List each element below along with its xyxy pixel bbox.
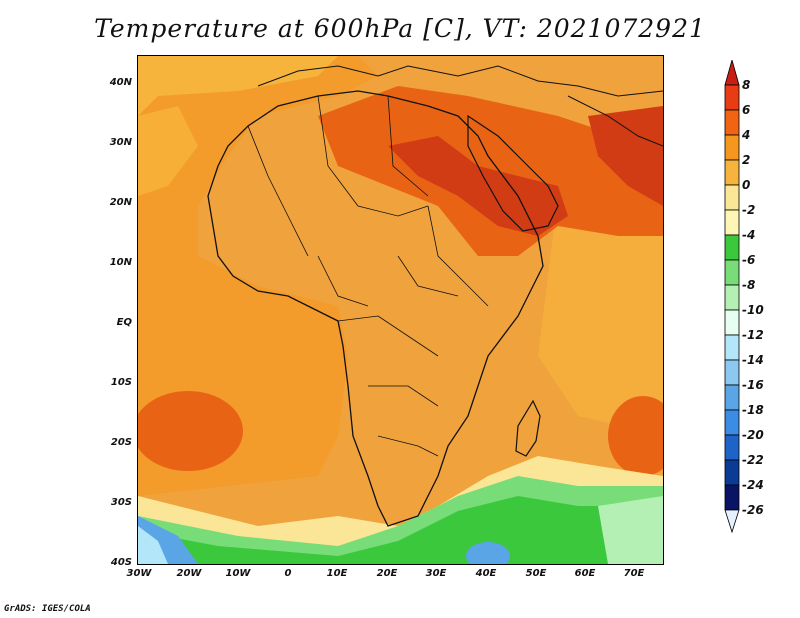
- x-tick-label: 20W: [176, 568, 202, 579]
- y-tick-label: 20N: [109, 197, 132, 208]
- madagascar-coastline: [515, 399, 541, 457]
- colorbar-swatch: [724, 409, 740, 436]
- temperature-map-svg: [138, 56, 663, 564]
- x-tick-label: 30W: [126, 568, 152, 579]
- colorbar-label: -20: [742, 428, 764, 442]
- colorbar-label: -18: [742, 403, 764, 417]
- country-borders: [247, 95, 489, 457]
- colorbar-swatch: [724, 259, 740, 286]
- south-blue-patch: [466, 542, 510, 564]
- y-tick-label: EQ: [116, 317, 132, 328]
- sahara-hottest-zone: [388, 136, 568, 236]
- colorbar-label: -22: [742, 453, 764, 467]
- colorbar-swatches: [724, 60, 740, 534]
- colorbar-label: -16: [742, 378, 764, 392]
- colorbar-swatch: [724, 459, 740, 486]
- y-tick-label: 40S: [110, 557, 132, 568]
- north-mild-zone: [138, 56, 338, 116]
- colorbar-swatch: [724, 484, 740, 511]
- colorbar-top-arrow: [724, 60, 740, 86]
- colorbar-label: 8: [742, 78, 751, 92]
- colorbar-swatch: [724, 234, 740, 261]
- colorbar-label: -2: [742, 203, 756, 217]
- y-tick-label: 30S: [110, 497, 132, 508]
- grads-credit: GrADS: IGES/COLA: [4, 604, 91, 614]
- colorbar-swatch: [724, 359, 740, 386]
- x-tick-label: 20E: [376, 568, 398, 579]
- colorbar-swatch: [724, 309, 740, 336]
- colorbar-swatch: [724, 284, 740, 311]
- colorbar-label: -6: [742, 253, 756, 267]
- x-tick-label: 0: [284, 568, 292, 579]
- colorbar-swatch: [724, 184, 740, 211]
- asia-border: [567, 95, 663, 147]
- colorbar-swatch: [724, 434, 740, 461]
- colorbar-label: 6: [742, 103, 751, 117]
- colorbar-swatch: [724, 209, 740, 236]
- indian-ocean-hot-spot: [608, 396, 663, 476]
- y-tick-label: 20S: [110, 437, 132, 448]
- colorbar-swatch: [724, 384, 740, 411]
- colorbar-label: -10: [742, 303, 764, 317]
- y-tick-label: 30N: [109, 137, 132, 148]
- colorbar-swatch: [724, 109, 740, 136]
- x-tick-label: 30E: [425, 568, 447, 579]
- temperature-map: [137, 55, 664, 565]
- x-tick-label: 50E: [525, 568, 547, 579]
- arabia-coastline: [467, 114, 559, 232]
- y-tick-label: 40N: [109, 77, 132, 88]
- colorbar-label: -8: [742, 278, 756, 292]
- colorbar-label: -24: [742, 478, 764, 492]
- colorbar-swatch: [724, 334, 740, 361]
- southern-green-zone: [138, 496, 663, 564]
- atlantic-warm-zone: [138, 56, 378, 496]
- colorbar-swatch: [724, 159, 740, 186]
- map-title: Temperature at 600hPa [C], VT: 202107292…: [94, 14, 706, 43]
- colorbar-bottom-arrow: [724, 509, 740, 534]
- colorbar-label: 2: [742, 153, 751, 167]
- y-tick-label: 10S: [110, 377, 132, 388]
- mediterranean-outline: [257, 65, 663, 97]
- x-tick-label: 60E: [574, 568, 596, 579]
- colorbar-label: 0: [742, 178, 751, 192]
- x-tick-label: 10E: [326, 568, 348, 579]
- x-tick-label: 40E: [475, 568, 497, 579]
- x-tick-label: 70E: [623, 568, 645, 579]
- southwest-lightblue-zone: [138, 526, 168, 564]
- southeast-pale-zone: [598, 496, 663, 564]
- west-mild-zone: [138, 106, 198, 196]
- colorbar-label: 4: [742, 128, 751, 142]
- colorbar-swatch: [724, 134, 740, 161]
- iran-hottest-zone: [588, 106, 663, 206]
- y-tick-label: 10N: [109, 257, 132, 268]
- colorbar-swatch: [724, 84, 740, 111]
- colorbar-label: -14: [742, 353, 764, 367]
- colorbar: [724, 60, 740, 534]
- colorbar-label: -4: [742, 228, 756, 242]
- colorbar-label: -12: [742, 328, 764, 342]
- south-atlantic-hot-spot: [138, 391, 243, 471]
- x-tick-label: 10W: [225, 568, 251, 579]
- colorbar-label: -26: [742, 503, 764, 517]
